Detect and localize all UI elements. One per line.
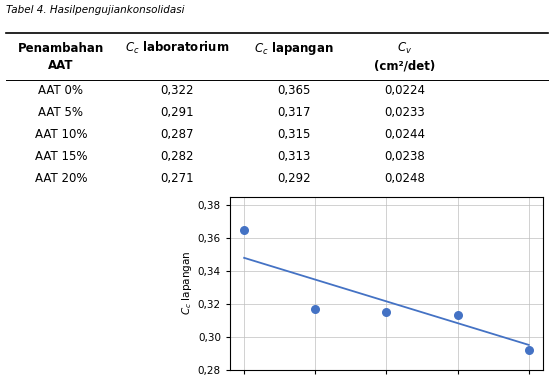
Text: AAT 5%: AAT 5% — [38, 106, 84, 119]
Text: AAT 20%: AAT 20% — [35, 172, 87, 185]
Point — [382, 309, 391, 315]
Text: 0,322: 0,322 — [161, 85, 194, 97]
Text: 0,271: 0,271 — [161, 172, 194, 185]
Text: $\mathbf{\mathit{C_v}}$: $\mathbf{\mathit{C_v}}$ — [397, 41, 412, 56]
Text: 0,291: 0,291 — [161, 106, 194, 119]
Point — [453, 312, 462, 318]
Text: $\mathbf{\mathit{C_c}}$ laboratorium: $\mathbf{\mathit{C_c}}$ laboratorium — [125, 40, 229, 56]
Text: 0,0224: 0,0224 — [384, 85, 425, 97]
Text: 0,0233: 0,0233 — [384, 106, 425, 119]
Text: 0,0248: 0,0248 — [384, 172, 425, 185]
Text: 0,0244: 0,0244 — [384, 128, 425, 141]
Text: 0,313: 0,313 — [277, 150, 310, 163]
Point — [240, 227, 249, 233]
Text: Penambahan: Penambahan — [18, 42, 104, 55]
Text: 0,315: 0,315 — [277, 128, 310, 141]
Text: Tabel 4. Hasilpengujiankonsolidasi: Tabel 4. Hasilpengujiankonsolidasi — [6, 5, 184, 16]
Text: AAT: AAT — [48, 60, 74, 72]
Text: AAT 10%: AAT 10% — [35, 128, 87, 141]
Text: 0,287: 0,287 — [161, 128, 194, 141]
Y-axis label: $C_c$ lapangan: $C_c$ lapangan — [179, 251, 193, 315]
Text: (cm²/det): (cm²/det) — [374, 60, 435, 72]
Text: 0,282: 0,282 — [161, 150, 194, 163]
Point — [524, 347, 533, 353]
Text: $\mathbf{\mathit{C_c}}$ lapangan: $\mathbf{\mathit{C_c}}$ lapangan — [254, 40, 334, 57]
Text: 0,292: 0,292 — [277, 172, 310, 185]
Text: AAT 15%: AAT 15% — [35, 150, 87, 163]
Text: 0,0238: 0,0238 — [384, 150, 425, 163]
Text: 0,317: 0,317 — [277, 106, 310, 119]
Point — [311, 306, 320, 312]
Text: AAT 0%: AAT 0% — [38, 85, 84, 97]
Text: 0,365: 0,365 — [277, 85, 310, 97]
